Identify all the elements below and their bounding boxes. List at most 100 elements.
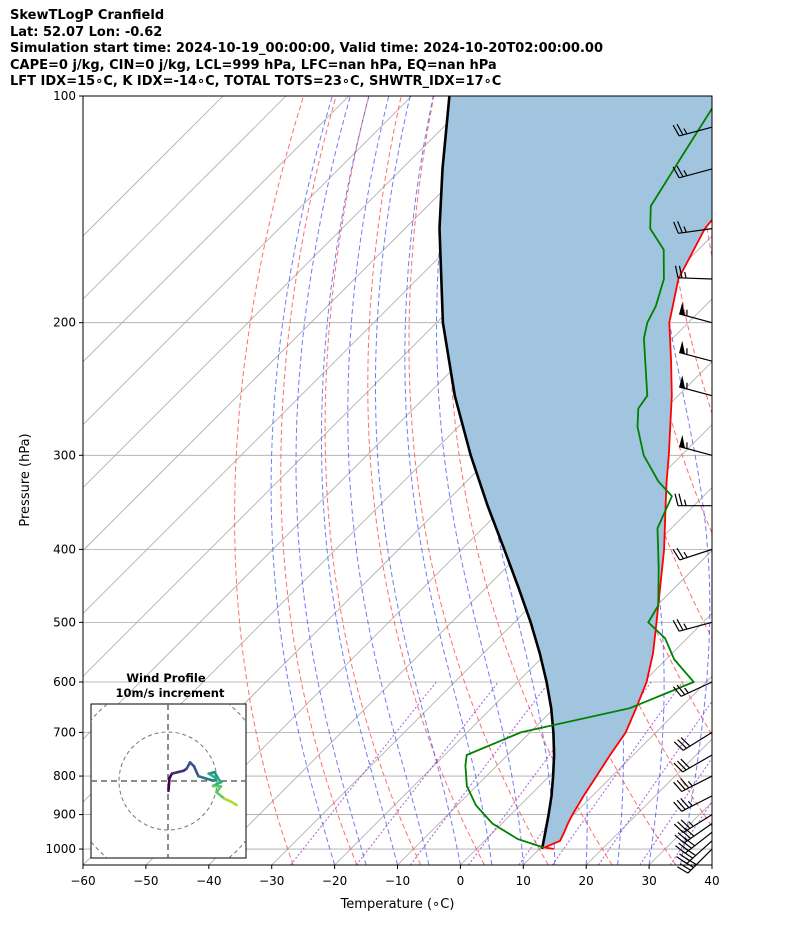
dry-adiabat	[324, 96, 422, 865]
y-tick-label: 800	[53, 769, 76, 783]
wind-barb	[679, 375, 713, 397]
wind-barb	[673, 814, 713, 834]
moist-adiabat	[375, 96, 461, 865]
isotherm-line	[523, 675, 712, 865]
title-location: Lat: 52.07 Lon: -0.62	[10, 24, 163, 40]
isotherm-line	[83, 96, 475, 489]
isotherm-line	[334, 487, 712, 865]
x-tick-label: −40	[196, 874, 221, 888]
title-times: Simulation start time: 2024-10-19_00:00:…	[10, 41, 603, 56]
mixing-ratio-line	[551, 681, 684, 865]
moist-adiabat	[709, 96, 712, 865]
parcel-area-fill	[439, 96, 712, 849]
wind-barb	[673, 731, 713, 751]
hodograph-segment	[197, 774, 209, 781]
y-tick-label: 200	[53, 316, 76, 330]
isotherm-line	[83, 96, 287, 300]
wind-barb	[672, 681, 713, 697]
dry-adiabat	[367, 96, 485, 865]
y-tick-label: 1000	[45, 842, 76, 856]
wind-barb	[672, 619, 713, 632]
x-tick-label: −50	[133, 874, 158, 888]
wind-barb	[673, 754, 713, 773]
moist-adiabat	[347, 96, 430, 865]
mixing-ratio-line	[468, 681, 605, 865]
moist-adiabat	[321, 96, 398, 865]
hodograph-segment	[229, 800, 238, 807]
y-axis: 1000 900 800 700 600 500 400 300 200 100	[45, 89, 83, 856]
isotherm-line	[83, 96, 224, 237]
x-axis: −60 −50 −40 −30 −20 −10 0 10 20 30 40	[70, 865, 720, 888]
hodograph-segment	[215, 790, 226, 800]
wind-barb	[673, 795, 713, 812]
wind-barb	[676, 840, 713, 865]
parcel-profile-line	[438, 96, 556, 849]
wind-barb	[672, 547, 713, 561]
wind-barb	[675, 831, 713, 854]
mixing-ratio-line	[409, 681, 550, 865]
wind-barb	[679, 302, 713, 324]
x-tick-label: 40	[704, 874, 719, 888]
mixing-ratio-line	[639, 757, 712, 865]
isotherm-line	[397, 549, 712, 865]
x-tick-label: 20	[579, 874, 594, 888]
moist-adiabat	[436, 96, 524, 865]
x-tick-label: −10	[385, 874, 410, 888]
wind-barb	[672, 165, 713, 179]
isotherm-line	[83, 96, 412, 426]
dry-adiabat	[727, 96, 794, 865]
isotherm-line	[83, 96, 538, 552]
chart-title-block: SkewTLogP Cranfield Lat: 52.07 Lon: -0.6…	[10, 8, 603, 91]
mixing-ratio-line	[669, 800, 712, 865]
wind-barb	[679, 340, 713, 362]
title-station: SkewTLogP Cranfield	[10, 8, 165, 23]
hodograph-inset: Wind Profile 10m/s increment	[90, 671, 247, 859]
title-indices: LFT IDX=15∘C, K IDX=-14∘C, TOTAL TOTS=23…	[10, 74, 502, 89]
wind-barb	[674, 493, 712, 507]
dry-adiabat	[448, 96, 613, 865]
y-tick-label: 600	[53, 675, 76, 689]
x-tick-label: 0	[457, 874, 465, 888]
wind-barbs	[672, 123, 713, 874]
y-tick-label: 100	[53, 89, 76, 103]
dewpoint-line	[464, 106, 712, 849]
x-tick-label: −60	[70, 874, 95, 888]
moist-adiabat	[270, 96, 336, 865]
x-axis-label: Temperature (∘C)	[340, 897, 455, 912]
y-axis-label: Pressure (hPa)	[18, 433, 33, 526]
x-tick-label: 10	[516, 874, 531, 888]
isotherm-line	[775, 96, 794, 865]
mixing-ratio-line	[597, 700, 712, 865]
mixing-ratio-line	[290, 681, 437, 865]
y-tick-label: 500	[53, 615, 76, 629]
isotherm-line	[83, 96, 350, 363]
temperature-line	[541, 218, 712, 850]
y-tick-label: 900	[53, 808, 76, 822]
hodograph-segment	[192, 764, 200, 778]
y-tick-label: 300	[53, 448, 76, 462]
moist-adiabat	[295, 96, 367, 865]
wind-barb	[674, 265, 713, 280]
y-tick-label: 700	[53, 725, 76, 739]
hodograph-subtitle: 10m/s increment	[116, 686, 225, 700]
y-tick-label: 400	[53, 542, 76, 556]
dry-adiabat	[234, 96, 304, 865]
dry-adiabat	[408, 96, 549, 865]
dry-adiabat	[661, 96, 712, 415]
wind-barb	[673, 221, 713, 234]
isotherm-line	[711, 864, 712, 865]
title-cape-cin: CAPE=0 j/kg, CIN=0 j/kg, LCL=999 hPa, LF…	[10, 57, 497, 73]
hodograph-title: Wind Profile	[126, 671, 206, 685]
x-tick-label: −20	[322, 874, 347, 888]
wind-barb	[674, 823, 713, 844]
dry-adiabat	[280, 96, 358, 865]
wind-barb	[679, 434, 713, 456]
dry-adiabat	[760, 96, 794, 865]
moist-adiabat	[404, 96, 493, 865]
wind-barb	[673, 775, 713, 793]
x-tick-label: 30	[641, 874, 656, 888]
wind-barb	[672, 123, 713, 137]
profile-lines	[438, 96, 712, 850]
cape-cin-fill	[439, 96, 712, 849]
